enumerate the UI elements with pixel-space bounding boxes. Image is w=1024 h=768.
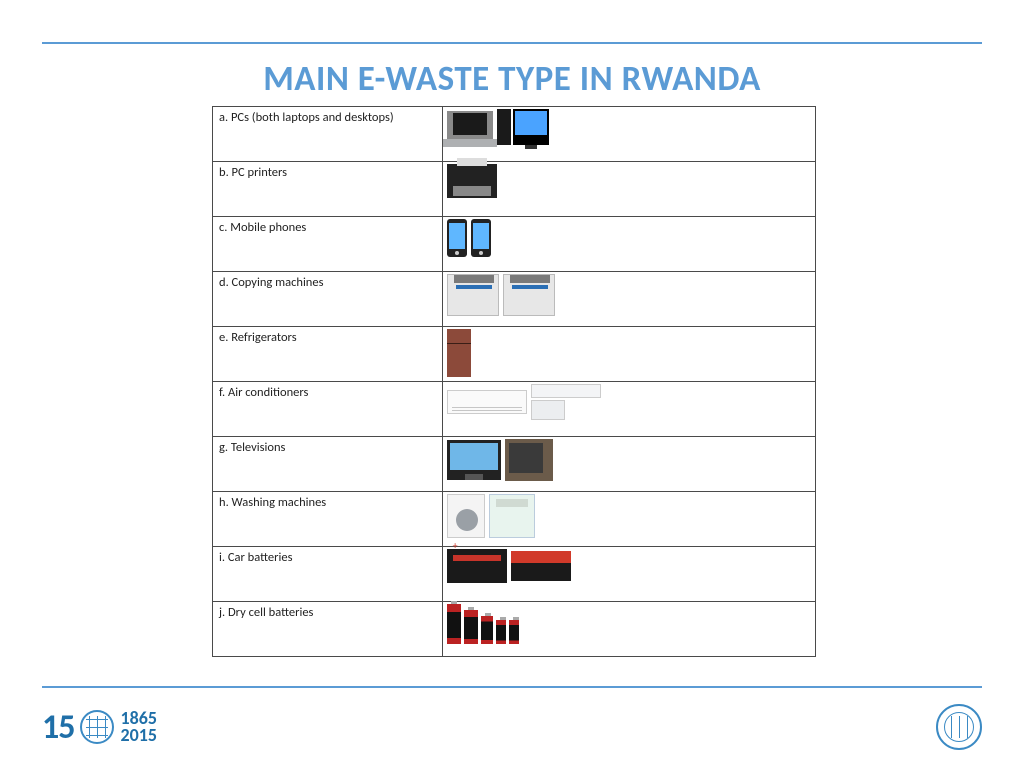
row-images: [442, 327, 815, 382]
logo-number: 15: [42, 707, 74, 748]
fridge-icon: [447, 329, 471, 377]
table-row: f. Air conditioners: [213, 382, 816, 437]
copier-icon: [447, 274, 499, 316]
copier-icon: [503, 274, 555, 316]
ewaste-table-container: a. PCs (both laptops and desktops)b. PC …: [212, 106, 816, 657]
row-images: [442, 602, 815, 657]
row-label: h. Washing machines: [213, 492, 443, 547]
table-row: i. Car batteries: [213, 547, 816, 602]
tv-crt-icon: [505, 439, 553, 481]
row-images: [442, 437, 815, 492]
table-row: c. Mobile phones: [213, 217, 816, 272]
ac-split-icon: [531, 384, 601, 420]
desktop-icon: [497, 109, 557, 149]
row-label: j. Dry cell batteries: [213, 602, 443, 657]
car-battery-icon: [511, 551, 571, 581]
washer-front-icon: [447, 494, 485, 538]
table-row: b. PC printers: [213, 162, 816, 217]
year-bottom: 2015: [120, 727, 157, 744]
itu-logo-icon: [936, 704, 982, 750]
phone-icon: [471, 219, 491, 257]
row-images: [442, 217, 815, 272]
washer-top-icon: [489, 494, 535, 538]
itu-150-logo: 15 1865 2015: [42, 707, 157, 748]
ewaste-table: a. PCs (both laptops and desktops)b. PC …: [212, 106, 816, 657]
row-images: [442, 162, 815, 217]
bottom-divider: [42, 686, 982, 688]
table-row: h. Washing machines: [213, 492, 816, 547]
row-label: a. PCs (both laptops and desktops): [213, 107, 443, 162]
dry-cells-icon: [447, 604, 519, 644]
row-images: [442, 272, 815, 327]
row-label: f. Air conditioners: [213, 382, 443, 437]
tv-flat-icon: [447, 440, 501, 480]
footer: 15 1865 2015: [42, 704, 982, 750]
ac-wall-icon: [447, 390, 527, 414]
globe-icon: [80, 710, 114, 744]
row-images: [442, 547, 815, 602]
table-row: g. Televisions: [213, 437, 816, 492]
top-divider: [42, 42, 982, 44]
row-images: [442, 107, 815, 162]
row-images: [442, 382, 815, 437]
table-row: d. Copying machines: [213, 272, 816, 327]
logo-years: 1865 2015: [120, 710, 157, 744]
laptop-icon: [447, 111, 493, 147]
row-label: b. PC printers: [213, 162, 443, 217]
row-label: g. Televisions: [213, 437, 443, 492]
car-battery-icon: [447, 549, 507, 583]
row-label: d. Copying machines: [213, 272, 443, 327]
table-row: a. PCs (both laptops and desktops): [213, 107, 816, 162]
slide-title: MAIN E-WASTE TYPE IN RWANDA: [0, 58, 1024, 100]
printer-icon: [447, 164, 497, 198]
row-label: e. Refrigerators: [213, 327, 443, 382]
table-row: j. Dry cell batteries: [213, 602, 816, 657]
row-label: c. Mobile phones: [213, 217, 443, 272]
row-label: i. Car batteries: [213, 547, 443, 602]
table-row: e. Refrigerators: [213, 327, 816, 382]
phone-icon: [447, 219, 467, 257]
